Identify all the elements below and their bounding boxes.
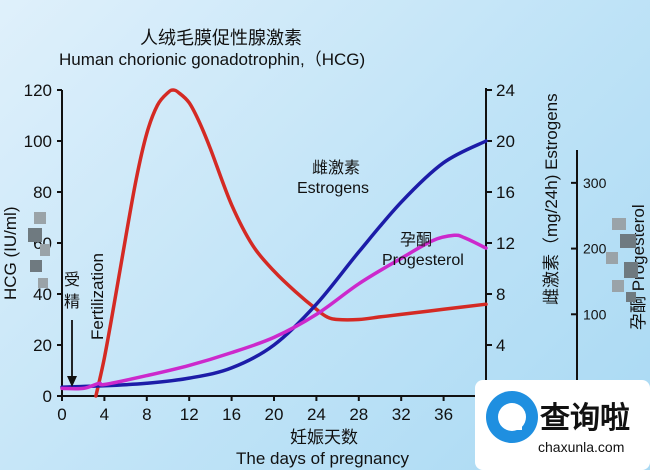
x-tick-label: 28: [349, 405, 368, 424]
left-y-tick-label: 0: [43, 387, 52, 406]
hcg-curve: [94, 88, 488, 398]
chart-subtitle: Human chorionic gonadotrophin,（HCG): [59, 50, 365, 69]
progesterol-curve: [60, 233, 488, 391]
right-y-tick-label: 4: [496, 336, 505, 355]
right-y-axis-title-estrogens: 雌激素（mg/24h) Estrogens: [542, 93, 561, 305]
left-y-tick-label: 100: [24, 132, 52, 151]
right-y-ticks-progesterol: 100 200 300: [571, 175, 607, 322]
estrogens-curve: [60, 139, 488, 389]
x-tick-label: 16: [222, 405, 241, 424]
estrogens-label-cn: 雌激素: [312, 158, 360, 177]
right-y-tick-label: 24: [496, 81, 515, 100]
right-y-ticks-estrogens: 4 8 12 16 20 24: [486, 81, 515, 355]
chart-title: 人绒毛膜促性腺激素: [140, 28, 302, 49]
x-axis-title-cn: 妊娠天数: [290, 428, 358, 447]
fertilization-marker: 受 精 Fertilization: [64, 253, 107, 387]
right-mosaic: [606, 218, 638, 302]
left-mosaic: [28, 212, 50, 288]
left-y-tick-label: 40: [33, 285, 52, 304]
watermark-logo-text: 查询啦: [540, 401, 630, 436]
progesterol-y-tick-label: 100: [583, 306, 607, 322]
right-y-tick-label: 12: [496, 234, 515, 253]
right-y-tick-label: 8: [496, 285, 505, 304]
fertilization-label-en: Fertilization: [88, 253, 107, 340]
fertilization-label-cn-2: 精: [64, 293, 80, 311]
x-tick-label: 32: [392, 405, 411, 424]
progesterol-y-tick-label: 300: [583, 175, 607, 191]
progesterol-y-tick-label: 200: [583, 241, 607, 257]
right-y-tick-label: 16: [496, 183, 515, 202]
fertilization-arrowhead: [67, 376, 77, 387]
x-tick-label: 12: [180, 405, 199, 424]
x-tick-label: 24: [307, 405, 326, 424]
estrogens-label-en: Estrogens: [297, 180, 369, 197]
fertilization-label-cn-1: 受: [64, 271, 80, 289]
x-tick-label: 36: [434, 405, 453, 424]
x-ticks: 0 4 8 12 16 20 24 28 32 36: [57, 396, 453, 424]
x-tick-label: 8: [142, 405, 151, 424]
x-tick-label: 0: [57, 405, 66, 424]
left-y-tick-label: 120: [24, 81, 52, 100]
progesterol-label-cn: 孕酮: [400, 230, 432, 249]
progesterol-label-en: Progesterol: [382, 252, 464, 269]
right-y-tick-label: 20: [496, 132, 515, 151]
left-y-tick-label: 80: [33, 183, 52, 202]
x-tick-label: 20: [265, 405, 284, 424]
watermark-url: chaxunla.com: [538, 439, 624, 455]
left-y-tick-label: 20: [33, 336, 52, 355]
x-tick-label: 4: [100, 405, 109, 424]
series-layer: [60, 88, 488, 398]
watermark: 查询啦 chaxunla.com: [475, 380, 650, 470]
x-axis-title-en: The days of pregnancy: [236, 449, 409, 468]
left-y-axis-title: HCG (IU/ml): [1, 207, 20, 300]
